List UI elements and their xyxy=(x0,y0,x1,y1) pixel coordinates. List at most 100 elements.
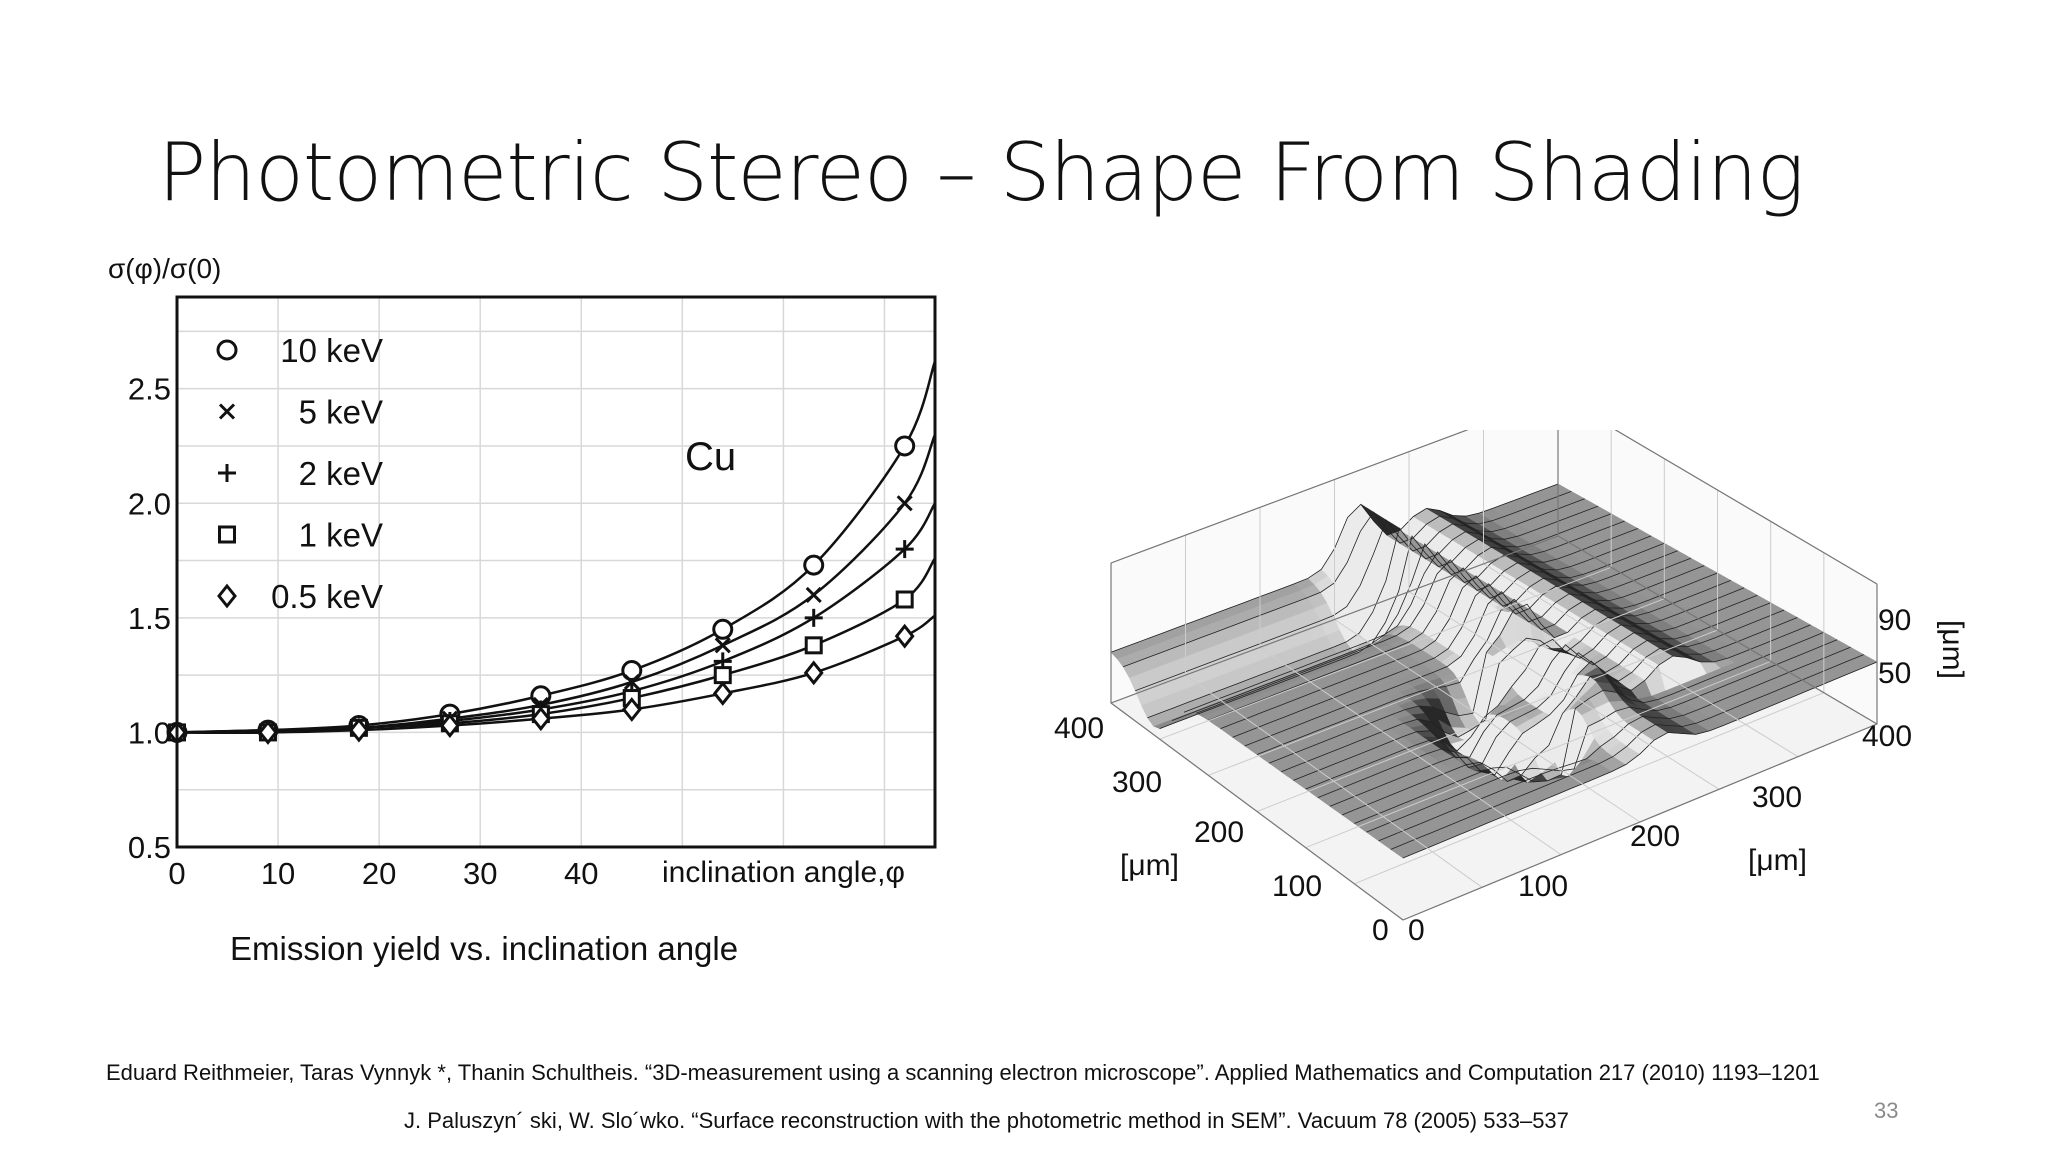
data-point-plus xyxy=(804,608,823,627)
y-axis-label: σ(φ)/σ(0) xyxy=(108,253,221,284)
surface-axis-labels: 400 300 200 100 0 [μm] 0 100 200 300 400… xyxy=(1054,604,1969,947)
z-unit-label: [μm] xyxy=(1936,620,1969,679)
left-y-tick: 200 xyxy=(1194,816,1244,849)
data-point-x xyxy=(896,495,913,512)
legend-label: 10 keV xyxy=(280,332,383,369)
bottom-x-tick: 100 xyxy=(1518,870,1568,903)
legend-marker-plus xyxy=(218,464,236,482)
surface-mesh-line xyxy=(1329,617,1798,807)
x-tick-label: 20 xyxy=(362,856,396,890)
y-tick-label: 0.5 xyxy=(128,830,171,865)
left-y-tick: 400 xyxy=(1054,712,1104,745)
box-edge xyxy=(1402,723,1878,921)
x-tick-label: 10 xyxy=(261,856,295,890)
legend-marker-diamond xyxy=(217,583,237,609)
legend-label: 2 keV xyxy=(299,455,383,492)
reference-1: Eduard Reithmeier, Taras Vynnyk *, Thani… xyxy=(106,1060,1820,1085)
page-number: 33 xyxy=(1874,1098,1899,1123)
surface-mesh-line xyxy=(1244,565,1705,747)
surface-mesh-line xyxy=(1183,528,1638,713)
surface-mesh-line xyxy=(1171,520,1625,721)
box-edge xyxy=(1110,535,1559,704)
data-point-diamond xyxy=(712,681,733,706)
figure-caption: Emission yield vs. inclination angle xyxy=(230,930,739,967)
surface-mesh-line xyxy=(1269,580,1731,764)
surface-mesh-line xyxy=(1208,542,1665,721)
surface-mesh-line xyxy=(1293,594,1758,781)
bottom-x-tick: 300 xyxy=(1752,781,1802,814)
series-line-diamond xyxy=(176,614,936,734)
legend-label: 5 keV xyxy=(299,394,383,431)
data-point-circle xyxy=(803,554,825,576)
data-point-square xyxy=(895,590,914,609)
bottom-x-tick: 400 xyxy=(1862,720,1912,753)
legend-marker-x xyxy=(218,403,236,420)
box-edge xyxy=(1110,430,1878,585)
y-tick-label: 2.0 xyxy=(128,486,171,521)
left-y-tick: 100 xyxy=(1272,870,1322,903)
floor-grid-line xyxy=(1159,566,1612,740)
data-point-x xyxy=(623,673,640,691)
surface-mesh-line xyxy=(1256,572,1718,755)
data-point-diamond xyxy=(530,706,551,732)
legend-label: 0.5 keV xyxy=(271,578,383,615)
emission-yield-chart: σ(φ)/σ(0) 0 10 20 30 40 0.5 1.0 1.5 2.0 2.5 incli… xyxy=(108,253,937,890)
box-edge xyxy=(1110,702,1404,921)
surface-3d-plot: 400 300 200 100 0 [μm] 0 100 200 300 400… xyxy=(1054,430,1969,947)
bottom-x-tick: 0 xyxy=(1408,914,1425,947)
surface-mesh-line xyxy=(1378,646,1851,842)
data-point-circle xyxy=(621,660,643,682)
data-point-diamond xyxy=(439,713,460,738)
bottom-unit-label: [μm] xyxy=(1748,844,1807,877)
surface-mesh-line xyxy=(1123,491,1572,668)
box-edge xyxy=(1557,535,1878,725)
reference-2: J. Paluszyn´ ski, W. Slo´wko. “Surface r… xyxy=(404,1108,1569,1133)
left-y-tick: 300 xyxy=(1112,766,1162,799)
left-unit-label: [μm] xyxy=(1120,849,1179,882)
data-point-diamond xyxy=(894,623,915,649)
surface-mesh-line xyxy=(1135,498,1585,692)
surface-mesh-line xyxy=(1305,602,1771,790)
data-point-plus xyxy=(895,540,914,559)
legend-marker-circle xyxy=(216,339,238,361)
surface-mesh-line xyxy=(1390,654,1864,850)
surface-mesh-line xyxy=(1159,513,1612,729)
chart-legend: 10 keV 5 keV 2 keV 1 keV 0.5 keV xyxy=(216,332,383,615)
data-point-circle xyxy=(712,618,734,640)
slide-title: Photometric Stereo – Shape From Shading xyxy=(158,126,1805,219)
y-tick-label: 1.0 xyxy=(128,715,171,750)
series-line-circle xyxy=(176,360,937,734)
data-point-square xyxy=(713,666,732,685)
data-point-diamond xyxy=(348,717,369,743)
legend-label: 1 keV xyxy=(299,517,383,554)
data-point-circle xyxy=(894,435,916,457)
data-point-diamond xyxy=(621,697,642,722)
surface-mesh-line xyxy=(1366,639,1838,833)
y-tick-label: 2.5 xyxy=(128,372,171,407)
legend-marker-square xyxy=(218,525,236,544)
data-point-diamond xyxy=(803,660,824,686)
surface-mesh-line xyxy=(1220,550,1678,729)
bottom-x-tick: 200 xyxy=(1630,820,1680,853)
x-tick-label: 40 xyxy=(564,856,598,890)
left-y-tick: 0 xyxy=(1372,914,1389,947)
z-tick: 50 xyxy=(1878,657,1911,690)
plot-frame xyxy=(175,295,937,849)
surface-mesh-line xyxy=(1402,661,1878,859)
surface-mesh-line xyxy=(1281,587,1745,773)
z-tick: 90 xyxy=(1878,604,1911,637)
surface-mesh-line xyxy=(1354,631,1824,824)
data-point-x xyxy=(714,637,731,654)
data-point-square xyxy=(804,636,823,655)
data-point-x xyxy=(805,586,822,603)
surface-mesh-line xyxy=(1232,557,1692,738)
surface-mesh-line xyxy=(1196,535,1652,714)
surface-mesh-line xyxy=(1342,624,1811,816)
data-point-diamond xyxy=(258,720,278,745)
y-tick-label: 1.5 xyxy=(128,601,171,636)
x-tick-label: 0 xyxy=(168,856,185,890)
x-axis-label: inclination angle,φ xyxy=(662,856,905,889)
element-annotation: Cu xyxy=(685,435,736,479)
surface-mesh-line xyxy=(1147,505,1599,719)
x-tick-label: 30 xyxy=(463,856,497,890)
